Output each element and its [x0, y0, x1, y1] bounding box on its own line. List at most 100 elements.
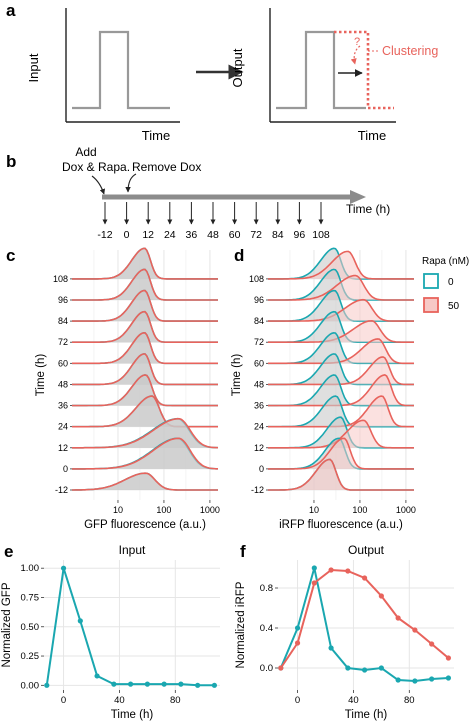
clustering-label: Clustering — [382, 44, 438, 58]
panel-c-letter: c — [6, 246, 15, 265]
density-line-50 — [268, 298, 414, 322]
x-tick-label: 80 — [404, 695, 415, 706]
timeline-tick-label: 24 — [164, 229, 176, 241]
data-point — [412, 678, 418, 684]
density-fill-50 — [268, 275, 414, 300]
y-tick-label: 96 — [254, 295, 264, 305]
density-line-50 — [72, 374, 218, 407]
time-label-right: Time — [358, 128, 386, 143]
x-tick-label: 10 — [309, 505, 319, 515]
input-pulse-line — [72, 30, 170, 110]
legend-label-50: 50 — [448, 301, 460, 312]
y-tick-label: 0.8 — [260, 583, 273, 594]
density-fill-50 — [72, 311, 218, 343]
density-fill-0 — [268, 375, 414, 406]
data-point — [395, 677, 401, 683]
y-tick-label: 72 — [254, 337, 264, 347]
panel-a-letter: a — [6, 1, 16, 20]
y-tick-label: 0 — [63, 464, 68, 474]
x-tick-label: 1000 — [200, 505, 220, 515]
panel-d: d 108 96 84 72 60 48 36 24 12 0 -12 10 100 1000 iRFP f… — [231, 246, 469, 531]
density-fill-0 — [268, 417, 414, 448]
x-axis-label: iRFP fluorescence (a.u.) — [279, 519, 403, 531]
panel-a: a Input Time ? Clustering Output Time — [6, 1, 438, 143]
x-tick-label: 40 — [114, 695, 125, 706]
density-fill-50 — [72, 332, 218, 364]
data-point — [60, 565, 67, 571]
plot-background — [44, 560, 220, 690]
density-fill-50 — [72, 353, 218, 385]
density-line-50 — [268, 458, 414, 491]
data-point — [161, 681, 167, 687]
timeline-tick-label: 108 — [312, 229, 330, 241]
density-fill-50 — [72, 248, 218, 279]
timeline-arrowhead — [350, 190, 366, 204]
y-tick-label: 1.00 — [21, 563, 40, 574]
ridgeline-chart-gfp: 108 96 84 72 60 48 36 24 12 0 -12 10 100 1000 GFP fluo… — [35, 247, 220, 531]
legend-title: Rapa (nM) — [422, 256, 469, 267]
data-point — [429, 676, 435, 682]
data-point — [195, 682, 201, 688]
data-point — [378, 593, 384, 599]
density-fill-50 — [268, 338, 414, 364]
data-point — [178, 681, 184, 687]
panel-c: c 108 96 84 72 60 48 36 24 12 0 -12 10 100 1000 GFP fl… — [6, 246, 220, 531]
x-tick-label: 1000 — [396, 505, 416, 515]
y-tick-label: 60 — [58, 358, 68, 368]
panel-d-letter: d — [234, 246, 244, 265]
density-fill-0 — [268, 311, 414, 343]
legend-swatch-0 — [423, 273, 439, 289]
y-tick-label: 36 — [254, 401, 264, 411]
density-line-50 — [72, 395, 218, 428]
y-tick-label: 0 — [259, 464, 264, 474]
x-tick-label: 100 — [156, 505, 171, 515]
density-line-50 — [72, 472, 218, 491]
density-fill-50 — [72, 269, 218, 300]
data-point — [412, 627, 418, 633]
panel-f: f Output 0 40 80 0.0 0.4 0.8 Time (h) Normalized… — [235, 542, 454, 721]
timeline-tick-label: 12 — [142, 229, 154, 241]
add-label-line2: Dox & Rapa. — [62, 160, 130, 174]
density-line-50 — [268, 250, 414, 280]
density-line-50 — [268, 338, 414, 365]
y-tick-label: 60 — [254, 358, 264, 368]
clustering-dotted-line — [334, 30, 394, 110]
x-axis-label: GFP fluorescence (a.u.) — [84, 519, 206, 531]
y-tick-label: 0.4 — [260, 623, 273, 634]
density-line-50 — [268, 419, 414, 449]
legend-swatch-50 — [423, 297, 439, 313]
line-chart-output: Output 0 40 80 0.0 0.4 0.8 Time (h) Normalized i… — [235, 543, 454, 721]
y-tick-label: 12 — [58, 443, 68, 453]
chart-title: Output — [348, 543, 385, 557]
timeline-tick-label: 84 — [272, 229, 284, 241]
density-line-50 — [268, 319, 414, 343]
data-point — [311, 565, 317, 571]
x-tick-label: 80 — [170, 695, 181, 706]
add-label-line1: Add — [75, 145, 96, 159]
data-point — [294, 640, 301, 646]
density-fill-50 — [268, 356, 414, 385]
density-fill-50 — [72, 438, 218, 469]
data-point — [362, 575, 368, 581]
y-tick-label: 0.25 — [21, 651, 40, 662]
y-tick-label: 0.75 — [21, 592, 40, 603]
y-axis-label: Time (h) — [35, 354, 47, 397]
timeline-tick-label: 0 — [124, 229, 130, 241]
density-line-50 — [72, 310, 218, 343]
density-line-50 — [72, 331, 218, 365]
x-axis-label: Time (h) — [345, 709, 388, 721]
timeline-tick-label: 48 — [207, 229, 219, 241]
panel-b: b Add Dox & Rapa. Remove Dox Time (h) -1… — [6, 145, 390, 241]
y-tick-label: -12 — [251, 485, 264, 495]
density-fill-50 — [72, 473, 218, 490]
y-axis-label: Time (h) — [231, 354, 243, 397]
data-point — [395, 615, 401, 621]
y-tick-label: 48 — [254, 379, 264, 389]
data-point — [278, 665, 284, 671]
x-tick-label: 40 — [348, 695, 359, 706]
y-axis-label: Normalized iRFP — [235, 581, 247, 668]
y-tick-label: 96 — [58, 295, 68, 305]
y-tick-label: 84 — [254, 316, 264, 326]
timeline-tick-label: -12 — [97, 229, 112, 241]
density-fill-50 — [72, 290, 218, 322]
